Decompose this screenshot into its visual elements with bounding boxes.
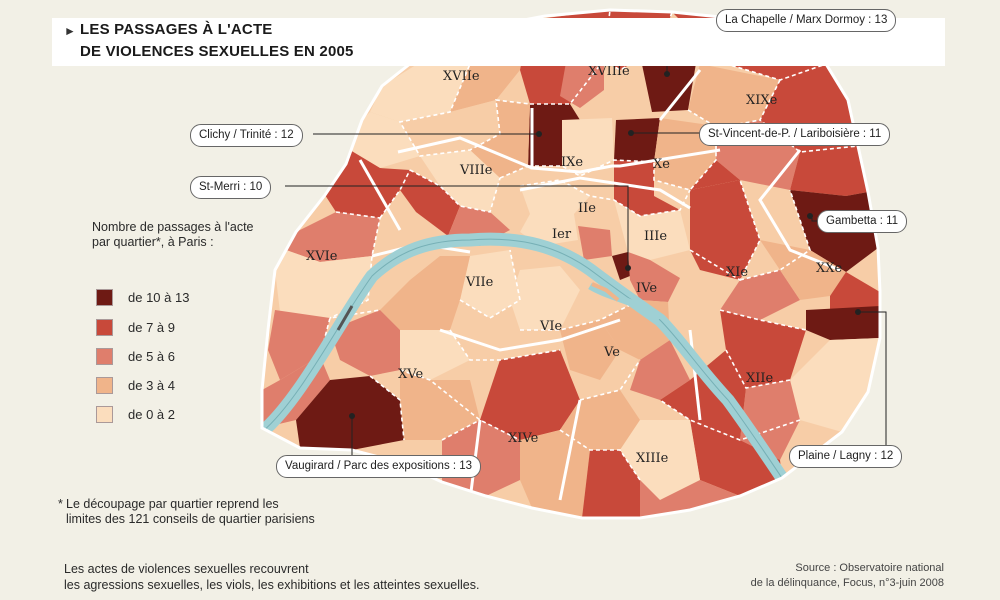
quartier xyxy=(380,280,460,330)
legend-label: de 0 à 2 xyxy=(128,407,175,422)
quartier xyxy=(690,160,740,190)
quartier xyxy=(400,330,470,380)
callout-vaugirard: Vaugirard / Parc des expositions : 13 xyxy=(276,455,482,478)
seine-river-edge xyxy=(262,238,791,491)
seine-arm xyxy=(588,282,662,321)
legend-label: de 3 à 4 xyxy=(128,378,175,393)
arr-label: VIIIe xyxy=(459,163,493,178)
legend-swatch xyxy=(96,319,113,336)
quartier xyxy=(268,310,330,380)
note-line-2: les agressions sexuelles, les viols, les… xyxy=(64,578,480,592)
definition-note: Les actes de violences sexuelles recouvr… xyxy=(64,561,604,593)
quartier xyxy=(720,270,800,320)
arr-label: XVIIIe xyxy=(588,64,630,79)
quartier xyxy=(614,200,690,260)
arr-label: XXe xyxy=(816,261,843,276)
title-banner: ► LES PASSAGES À L'ACTE DE VIOLENCES SEX… xyxy=(52,18,945,66)
quartier xyxy=(420,150,500,212)
arr-label: IIe xyxy=(578,201,596,216)
quartier xyxy=(510,266,580,330)
quartier xyxy=(790,146,868,196)
quartier xyxy=(520,430,590,518)
quartier xyxy=(480,350,580,440)
arr-label: XIe xyxy=(726,265,748,280)
quartier xyxy=(470,100,530,178)
title-line-1: LES PASSAGES À L'ACTE xyxy=(80,21,273,38)
quartier-vaugirard xyxy=(296,376,404,450)
arr-label: IIIe xyxy=(644,229,667,244)
quartier xyxy=(690,180,760,280)
quartier xyxy=(286,212,380,262)
quartier xyxy=(582,450,640,518)
quartier xyxy=(660,350,746,440)
callout-clichy-trinite: Clichy / Trinité : 12 xyxy=(190,124,303,147)
arr-label: XIIIe xyxy=(636,451,669,466)
quartier xyxy=(630,340,690,400)
arr-label: XIXe xyxy=(746,93,778,108)
arr-label: Ve xyxy=(603,345,620,360)
source-line-1: Source : Observatoire national xyxy=(795,562,944,574)
legend-label: de 10 à 13 xyxy=(128,290,190,305)
ile-aux-cygnes xyxy=(336,305,354,331)
legend-label: de 7 à 9 xyxy=(128,320,175,335)
note-line-1: Les actes de violences sexuelles recouvr… xyxy=(64,562,309,576)
arr-label: XVe xyxy=(398,367,423,382)
callout-st-merri: St-Merri : 10 xyxy=(190,176,272,199)
arr-label: Xe xyxy=(653,157,670,172)
quartier xyxy=(330,310,400,376)
legend-swatch xyxy=(96,406,113,423)
callout-gambetta: Gambetta : 11 xyxy=(817,210,908,233)
footnote-text: Le découpage par quartier reprend les li… xyxy=(66,497,315,526)
quartier xyxy=(628,252,680,302)
legend-title: Nombre de passages à l'acte par quartier… xyxy=(92,220,254,249)
legend-swatch xyxy=(96,377,113,394)
quartier xyxy=(562,118,614,176)
arr-label: IXe xyxy=(561,155,583,170)
quartier xyxy=(640,480,740,518)
callout-dots xyxy=(349,71,861,419)
arr-label: Ier xyxy=(552,227,572,242)
source-line-2: de la délinquance, Focus, n°3-juin 2008 xyxy=(750,577,944,589)
arrondissement-labels: XVIIe XVIIIe XIXe IXe Xe VIIIe IIe Ier I… xyxy=(306,64,843,466)
quartier xyxy=(760,240,846,300)
legend-swatch xyxy=(96,348,113,365)
arr-label: XIIe xyxy=(746,371,774,386)
arr-label: XVIe xyxy=(306,249,338,264)
ile-de-la-cite xyxy=(591,282,620,302)
quartier xyxy=(790,338,880,432)
quartier xyxy=(578,226,612,260)
arr-label: IVe xyxy=(636,281,657,296)
quartier xyxy=(720,310,806,388)
quartier xyxy=(400,370,480,440)
source-credit: Source : Observatoire national de la dél… xyxy=(751,561,944,591)
quartier xyxy=(520,180,590,214)
callout-la-chapelle: La Chapelle / Marx Dormoy : 13 xyxy=(716,9,897,32)
quartier xyxy=(460,250,520,318)
arr-label: VIIe xyxy=(465,275,494,290)
quartier-plaine-lagny xyxy=(806,306,880,340)
quartier xyxy=(350,112,420,168)
legend-swatch xyxy=(96,289,113,306)
quartier xyxy=(370,50,470,122)
quartier xyxy=(690,420,782,496)
quartier-st-vincent xyxy=(614,118,660,162)
quartier xyxy=(325,150,410,218)
callout-plaine-lagny: Plaine / Lagny : 12 xyxy=(789,445,903,468)
arr-label: XIVe xyxy=(508,431,539,446)
callout-st-vincent: St-Vincent-de-P. / Lariboisière : 11 xyxy=(699,123,891,146)
arr-label: XVIIe xyxy=(443,69,480,84)
quartier xyxy=(688,64,780,128)
triangle-right-icon: ► xyxy=(64,24,76,38)
arr-label: VIe xyxy=(539,319,563,334)
legend-label: de 5 à 6 xyxy=(128,349,175,364)
quartier xyxy=(400,100,500,156)
footnote-star: * xyxy=(58,497,63,511)
title-line-2: DE VIOLENCES SEXUELLES EN 2005 xyxy=(80,43,354,60)
